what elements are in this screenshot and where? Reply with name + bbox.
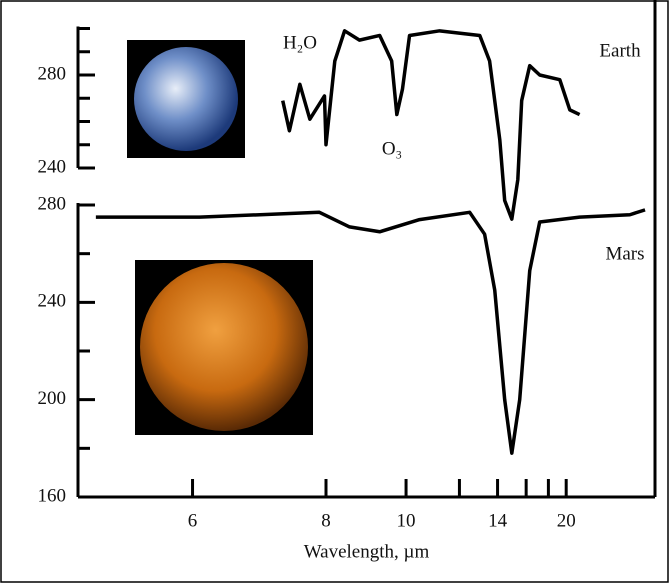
x-tick-label: 6 — [188, 510, 198, 531]
data-line — [95, 208, 646, 455]
data-line — [281, 29, 581, 221]
y-tick-label: 240 — [38, 156, 67, 177]
x-tick-label: 14 — [488, 510, 508, 531]
x-axis-label: Wavelength, µm — [304, 541, 430, 562]
annotation: O₃ — [382, 138, 402, 159]
series-label: Mars — [605, 243, 644, 264]
y-tick-label: 280 — [38, 193, 67, 214]
earth-globe — [134, 47, 238, 151]
x-tick-label: 20 — [557, 510, 576, 531]
y-tick-label: 280 — [38, 63, 67, 84]
series-label: Earth — [599, 40, 641, 61]
x-tick-label: 10 — [397, 510, 416, 531]
y-tick-label: 200 — [38, 388, 67, 409]
y-tick-label: 240 — [38, 291, 67, 312]
mars-globe — [140, 263, 308, 431]
y-tick-label: 160 — [38, 485, 67, 506]
x-tick-label: 8 — [321, 510, 331, 531]
annotation: H₂O — [283, 32, 317, 53]
